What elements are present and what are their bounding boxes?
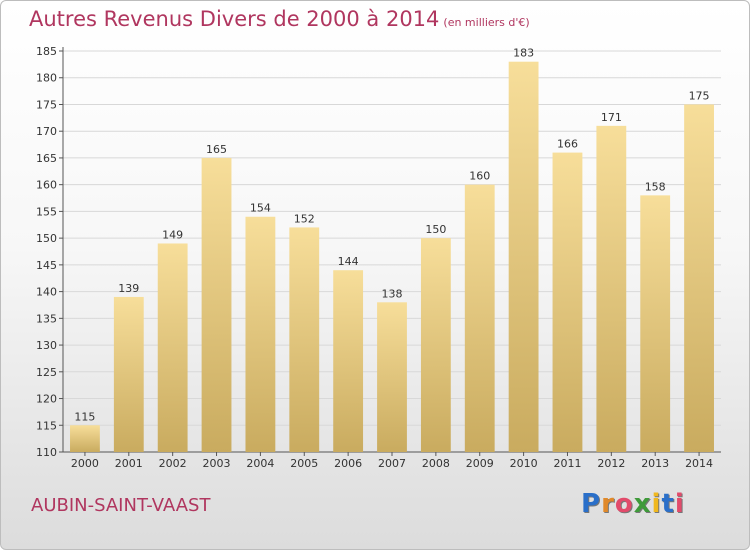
x-tick-label: 2014 (685, 457, 713, 470)
bar (157, 243, 188, 452)
bar (684, 104, 714, 452)
bar (596, 125, 627, 452)
x-tick-label: 2013 (641, 457, 669, 470)
data-label: 171 (601, 111, 622, 124)
y-tick-label: 130 (36, 339, 57, 352)
logo-letter: P (581, 489, 602, 519)
y-tick-label: 115 (36, 419, 57, 432)
data-label: 139 (118, 282, 139, 295)
y-tick-label: 155 (36, 205, 57, 218)
logo-letter: i (674, 489, 685, 519)
x-tick-label: 2011 (553, 457, 581, 470)
data-label: 115 (74, 410, 95, 423)
data-label: 138 (382, 287, 403, 300)
data-label: 158 (645, 180, 666, 193)
bar (508, 61, 539, 453)
axes: 110 115 120 125 130 135 140 145 150 155 160 165 170 1… (36, 45, 721, 470)
y-tick-label: 135 (36, 312, 57, 325)
x-tick-label: 2003 (203, 457, 231, 470)
data-label: 175 (689, 89, 710, 102)
chart-title-text: Autres Revenus Divers de 2000 à 2014 (29, 7, 440, 31)
logo-letter: i (651, 489, 662, 519)
x-tick-label: 2004 (246, 457, 274, 470)
x-tick-label: 2012 (597, 457, 625, 470)
x-tick-label: 2002 (159, 457, 187, 470)
data-labels: 115 139 149 165 154 152 144 138 150 160 183 166 171 1… (74, 47, 709, 424)
bar (289, 227, 320, 452)
bar (464, 184, 495, 452)
data-label: 152 (294, 212, 315, 225)
x-tick-label: 2007 (378, 457, 406, 470)
y-tick-label: 160 (36, 179, 57, 192)
y-tick-label: 110 (36, 446, 57, 459)
logo-letter: t (661, 489, 675, 519)
y-tick-label: 145 (36, 259, 57, 272)
bar (245, 216, 276, 452)
y-tick-label: 175 (36, 98, 57, 111)
y-tick-label: 185 (36, 45, 57, 58)
bar (113, 296, 144, 452)
y-tick-label: 120 (36, 393, 57, 406)
x-tick-label: 2000 (71, 457, 99, 470)
bar (552, 152, 583, 452)
data-label: 149 (162, 228, 183, 241)
logo-letter: o (614, 489, 634, 519)
data-label: 150 (425, 223, 446, 236)
x-tick-label: 2008 (422, 457, 450, 470)
proxiti-logo[interactable]: Proxiti (581, 489, 685, 519)
y-tick-label: 180 (36, 72, 57, 85)
data-label: 154 (250, 202, 271, 215)
data-label: 166 (557, 138, 578, 151)
bar (333, 270, 364, 452)
y-tick-label: 150 (36, 232, 57, 245)
bar (70, 425, 100, 452)
x-tick-label: 2006 (334, 457, 362, 470)
x-tick-label: 2005 (290, 457, 318, 470)
x-tick-label: 2001 (115, 457, 143, 470)
bar (377, 302, 407, 452)
chart-title: Autres Revenus Divers de 2000 à 2014 (en … (29, 7, 530, 31)
data-label: 160 (469, 170, 490, 183)
logo-letter: r (601, 489, 615, 519)
bar (420, 238, 451, 452)
y-tick-label: 165 (36, 152, 57, 165)
y-tick-label: 170 (36, 125, 57, 138)
bars (70, 61, 714, 453)
bar (640, 195, 671, 453)
bar (201, 157, 232, 452)
chart-subtitle: (en milliers d'€) (443, 16, 530, 29)
logo-letter: x (633, 489, 652, 519)
data-label: 144 (338, 255, 359, 268)
data-label: 165 (206, 143, 227, 156)
commune-name: AUBIN-SAINT-VAAST (31, 495, 211, 516)
x-tick-label: 2010 (510, 457, 538, 470)
x-tick-label: 2009 (466, 457, 494, 470)
y-tick-label: 125 (36, 366, 57, 379)
data-label: 183 (513, 47, 534, 60)
y-tick-label: 140 (36, 286, 57, 299)
